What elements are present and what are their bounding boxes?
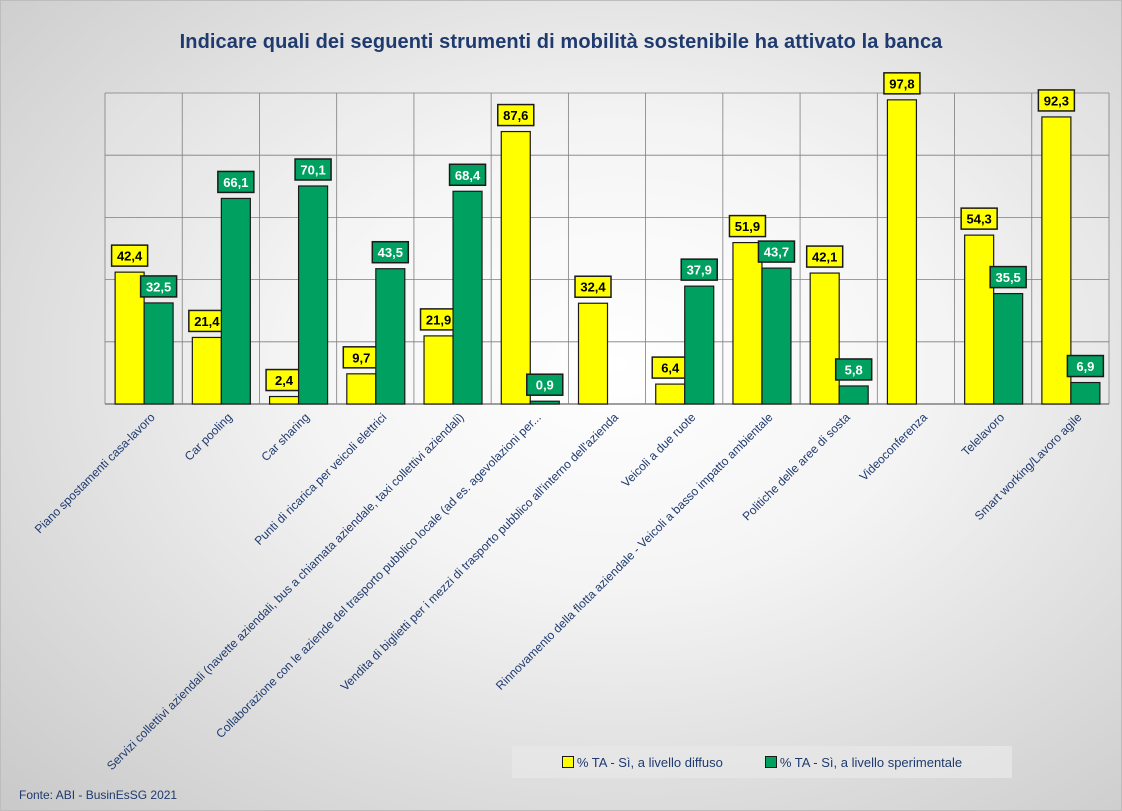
category-label-8: Rinnovamento della flotta aziendale - Ve… (493, 410, 776, 693)
data-label-series2-4: 68,4 (455, 168, 481, 183)
bar-series2-7 (684, 285, 715, 405)
data-label-box-series1-9 (805, 245, 844, 268)
data-label-box-series2-0 (139, 275, 178, 298)
category-label-3: Punti di ricarica per veicoli elettrici (252, 410, 390, 548)
data-label-series2-5: 0,9 (536, 378, 554, 393)
bar-series1-7 (655, 383, 686, 405)
data-label-series1-9: 42,1 (812, 250, 837, 265)
data-label-box-series2-9 (834, 358, 873, 381)
data-label-series2-11: 35,5 (995, 270, 1020, 285)
source-note: Fonte: ABI - BusinEsSG 2021 (19, 788, 178, 802)
category-label-1: Car pooling (182, 410, 235, 463)
category-label-7: Veicoli a due ruote (619, 410, 699, 490)
category-label-2: Car sharing (258, 410, 312, 464)
bar-series2-12 (1070, 381, 1101, 405)
data-label-series1-12: 92,3 (1044, 93, 1069, 108)
data-label-series2-8: 43,7 (764, 245, 789, 260)
data-label-series2-0: 32,5 (146, 279, 171, 294)
data-label-box-series2-2 (294, 158, 332, 181)
bar-series2-4 (452, 190, 483, 405)
legend-swatch-series1 (561, 756, 574, 768)
legend: % TA - Sì, a livello diffuso % TA - Sì, … (512, 746, 1012, 778)
data-label-box-series1-5 (497, 103, 535, 127)
data-label-series2-7: 37,9 (687, 263, 712, 278)
category-label-0: Piano spostamenti casa-lavoro (32, 410, 158, 536)
bar-series2-3 (375, 268, 406, 405)
bar-series1-8 (732, 241, 763, 405)
data-label-series1-8: 51,9 (735, 219, 760, 234)
legend-item-series2: % TA - Sì, a livello sperimentale (764, 754, 963, 770)
data-label-box-series1-6 (574, 275, 612, 298)
data-label-box-series2-4 (448, 163, 487, 187)
category-label-4: Servizi collettivi aziendali (navette az… (104, 410, 467, 773)
bar-series2-8 (761, 267, 792, 405)
bar-series2-9 (838, 385, 869, 405)
data-label-series1-3: 9,7 (352, 350, 370, 365)
chart-title: Indicare quali dei seguenti strumenti di… (179, 31, 943, 53)
data-label-series1-5: 87,6 (503, 108, 528, 123)
bar-series2-2 (297, 185, 329, 405)
legend-label-series2: % TA - Sì, a livello sperimentale (779, 754, 963, 770)
legend-item-series1: % TA - Sì, a livello diffuso (561, 754, 723, 770)
data-label-box-series2-11 (989, 265, 1027, 289)
data-label-series1-6: 32,4 (580, 280, 606, 295)
data-label-box-series1-10 (883, 72, 921, 95)
data-label-box-series2-8 (757, 240, 796, 263)
data-label-series1-10: 97,8 (889, 76, 914, 91)
data-label-series2-3: 43,5 (378, 245, 403, 260)
bar-series1-5 (500, 130, 531, 405)
data-label-box-series2-7 (680, 258, 718, 281)
data-label-series1-11: 54,3 (966, 212, 991, 227)
category-label-6: Vendita di biglietti per i mezzi di tras… (338, 410, 622, 694)
data-label-box-series2-3 (371, 240, 410, 264)
legend-label-series1: % TA - Sì, a livello diffuso (576, 754, 723, 770)
category-label-10: Videoconferenza (857, 410, 931, 484)
bar-series2-5 (529, 400, 560, 405)
data-label-box-series2-12 (1066, 354, 1105, 378)
data-label-series1-1: 21,4 (194, 314, 220, 329)
bar-series1-3 (346, 373, 377, 405)
data-label-box-series1-11 (960, 207, 998, 230)
bar-series2-0 (143, 302, 174, 405)
bar-series2-1 (220, 197, 251, 405)
bar-series1-9 (809, 272, 840, 405)
data-label-series1-4: 21,9 (426, 312, 451, 327)
legend-swatch-series2 (764, 756, 777, 768)
data-label-series2-1: 66,1 (223, 175, 248, 190)
data-label-box-series2-5 (526, 373, 564, 396)
bar-series1-1 (191, 336, 222, 405)
data-label-series2-9: 5,8 (845, 362, 863, 377)
bar-series2-11 (993, 292, 1024, 405)
bar-series1-12 (1041, 116, 1072, 405)
bar-series1-6 (577, 302, 609, 405)
data-label-box-series1-0 (110, 244, 149, 267)
data-label-box-series1-8 (728, 214, 767, 238)
category-label-11: Telelavoro (959, 410, 1008, 459)
data-label-series1-2: 2,4 (275, 373, 294, 388)
data-label-box-series1-12 (1037, 89, 1076, 112)
data-label-series2-2: 70,1 (300, 162, 325, 177)
data-label-series1-7: 6,4 (661, 361, 680, 376)
data-label-series1-0: 42,4 (117, 249, 143, 264)
bar-series1-11 (964, 234, 995, 405)
data-label-series2-12: 6,9 (1076, 359, 1094, 374)
data-label-box-series2-1 (217, 170, 255, 194)
bar-series1-10 (886, 99, 918, 405)
bar-series1-0 (114, 271, 145, 405)
bar-series1-4 (423, 335, 454, 405)
bar-series1-2 (268, 395, 300, 405)
